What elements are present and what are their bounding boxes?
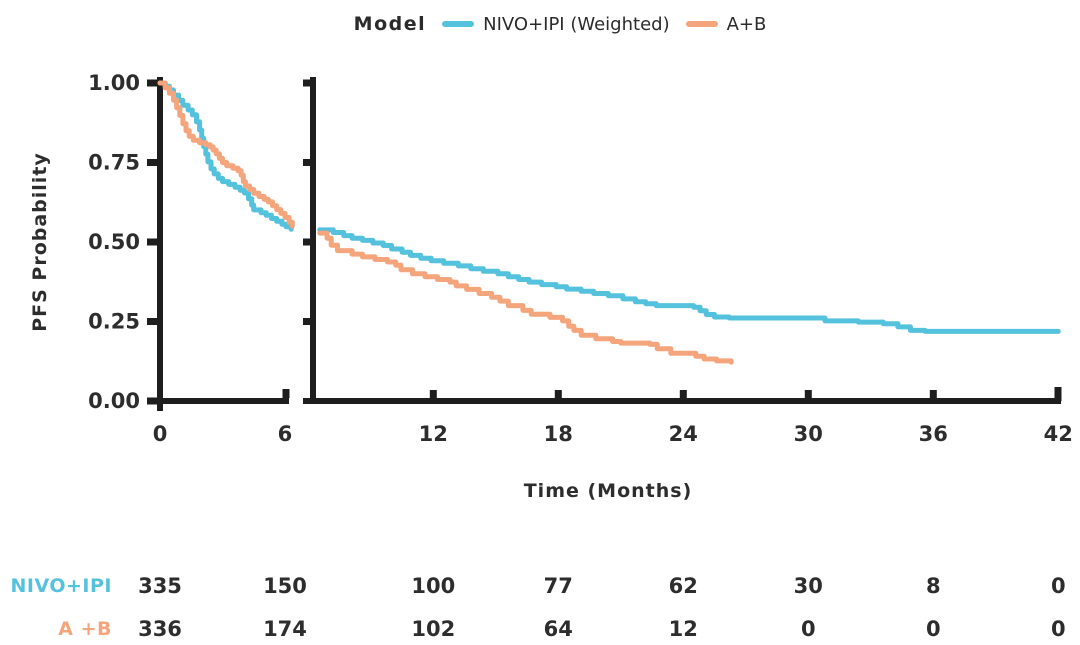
risk-count: 335 — [138, 574, 182, 598]
risk-count: 30 — [793, 574, 823, 598]
y-tick-label: 0.00 — [88, 389, 140, 413]
risk-count: 8 — [925, 574, 941, 598]
risk-count: 77 — [543, 574, 573, 598]
risk-count: 0 — [1050, 574, 1066, 598]
legend-label-nivo-ipi: NIVO+IPI (Weighted) — [483, 13, 670, 35]
survival-plot: 0 6 12 18 24 30 36 42 0.00 0.25 0.50 0.75 1.00 Time… — [29, 71, 1073, 502]
x-tick-label: 12 — [419, 422, 448, 446]
risk-count: 12 — [668, 617, 698, 641]
risk-count: 0 — [800, 617, 816, 641]
x-tick-label: 42 — [1044, 422, 1073, 446]
legend-item-a-b: A+B — [685, 13, 767, 35]
risk-count: 64 — [543, 617, 573, 641]
x-tick-label: 0 — [153, 422, 168, 446]
x-tick-label: 24 — [669, 422, 698, 446]
risk-count: 100 — [411, 574, 456, 598]
legend-label-a-b: A+B — [726, 13, 767, 35]
y-tick-label: 0.25 — [88, 310, 140, 334]
survival-curves — [157, 80, 1061, 365]
x-tick-label: 36 — [919, 422, 948, 446]
legend-line-swatch-a-b — [685, 21, 718, 27]
x-tick-labels: 0 6 12 18 24 30 36 42 — [153, 422, 1073, 446]
risk-count: 0 — [925, 617, 941, 641]
x-tick-label: 30 — [794, 422, 823, 446]
x-tick-label: 18 — [544, 422, 573, 446]
legend-line-swatch-nivo-ipi — [442, 21, 475, 27]
risk-count: 102 — [411, 617, 456, 641]
legend-title: Model — [353, 13, 427, 35]
risk-row-label-a-b: A +B — [58, 618, 112, 640]
curve-nivo-ipi-panel2 — [317, 227, 1061, 334]
curve-a-b-panel2 — [317, 230, 734, 365]
risk-count: 336 — [138, 617, 182, 641]
risk-table-row-nivo-ipi: NIVO+IPI 335 150 100 77 62 30 8 0 — [0, 572, 1080, 600]
x-axis-title: Time (Months) — [524, 480, 693, 502]
risk-count: 174 — [263, 617, 307, 641]
axes — [147, 77, 1062, 411]
legend: Model NIVO+IPI (Weighted) A+B — [0, 13, 1080, 35]
y-axis-title: PFS Probability — [29, 152, 51, 332]
risk-count: 62 — [668, 574, 698, 598]
risk-count: 0 — [1050, 617, 1066, 641]
y-tick-label: 0.75 — [88, 151, 140, 175]
curve-a-b-panel1 — [157, 80, 295, 229]
curve-nivo-ipi-panel1 — [157, 80, 294, 232]
y-tick-label: 1.00 — [88, 71, 140, 95]
y-tick-label: 0.50 — [88, 230, 140, 254]
risk-table-row-a-b: A +B 336 174 102 64 12 0 0 0 — [0, 615, 1080, 643]
y-tick-labels: 0.00 0.25 0.50 0.75 1.00 — [88, 71, 140, 413]
legend-item-nivo-ipi: NIVO+IPI (Weighted) — [442, 13, 670, 35]
risk-count: 150 — [263, 574, 307, 598]
x-tick-label: 6 — [278, 422, 293, 446]
risk-row-label-nivo-ipi: NIVO+IPI — [10, 575, 112, 597]
